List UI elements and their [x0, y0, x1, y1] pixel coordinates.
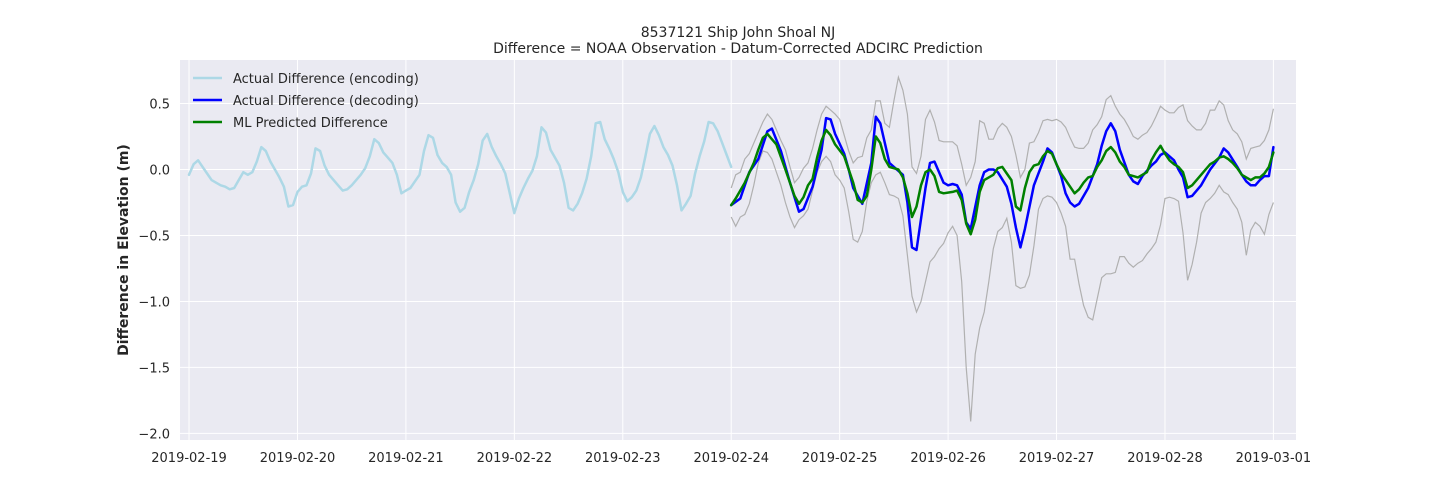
y-axis-label: Difference in Elevation (m) [116, 144, 132, 356]
x-tick-label: 2019-02-24 [693, 451, 769, 466]
x-axis-ticks: 2019-02-19 2019-02-20 2019-02-21 2019-02-22… [151, 451, 1311, 466]
y-tick-label: −0.5 [138, 229, 170, 244]
series-line-predicted [729, 128, 1275, 236]
x-tick-label: 2019-02-22 [477, 451, 553, 466]
x-tick-label: 2019-02-25 [802, 451, 878, 466]
y-tick-label: 0.0 [149, 164, 170, 179]
x-tick-label: 2019-02-28 [1127, 451, 1203, 466]
upper-bound-line [730, 74, 1274, 189]
legend: Actual Difference (encoding) Actual Diff… [193, 72, 419, 131]
legend-label-predicted: ML Predicted Difference [233, 116, 388, 131]
y-axis-ticks: 0.5 0.0 −0.5 −1.0 −1.5 −2.0 [138, 98, 170, 443]
series-layer [187, 74, 1275, 422]
x-tick-label: 2019-02-26 [910, 451, 986, 466]
x-tick-label: 2019-02-19 [151, 451, 227, 466]
x-tick-label: 2019-02-23 [585, 451, 661, 466]
y-tick-label: −1.5 [138, 361, 170, 376]
grid-lines [180, 60, 1296, 440]
y-tick-label: 0.5 [149, 98, 170, 113]
y-tick-label: −2.0 [138, 427, 170, 442]
series-line-encoding [187, 120, 733, 215]
x-tick-label: 2019-02-20 [260, 451, 336, 466]
y-tick-label: −1.0 [138, 295, 170, 310]
chart-subtitle: Difference = NOAA Observation - Datum-Co… [493, 41, 983, 57]
x-tick-label: 2019-02-21 [368, 451, 444, 466]
x-tick-label: 2019-03-01 [1236, 451, 1312, 466]
lower-bound-line [730, 150, 1274, 422]
x-tick-label: 2019-02-27 [1019, 451, 1095, 466]
legend-label-decoding: Actual Difference (decoding) [233, 94, 419, 109]
legend-label-encoding: Actual Difference (encoding) [233, 72, 419, 87]
chart-title: 8537121 Ship John Shoal NJ [641, 25, 836, 41]
